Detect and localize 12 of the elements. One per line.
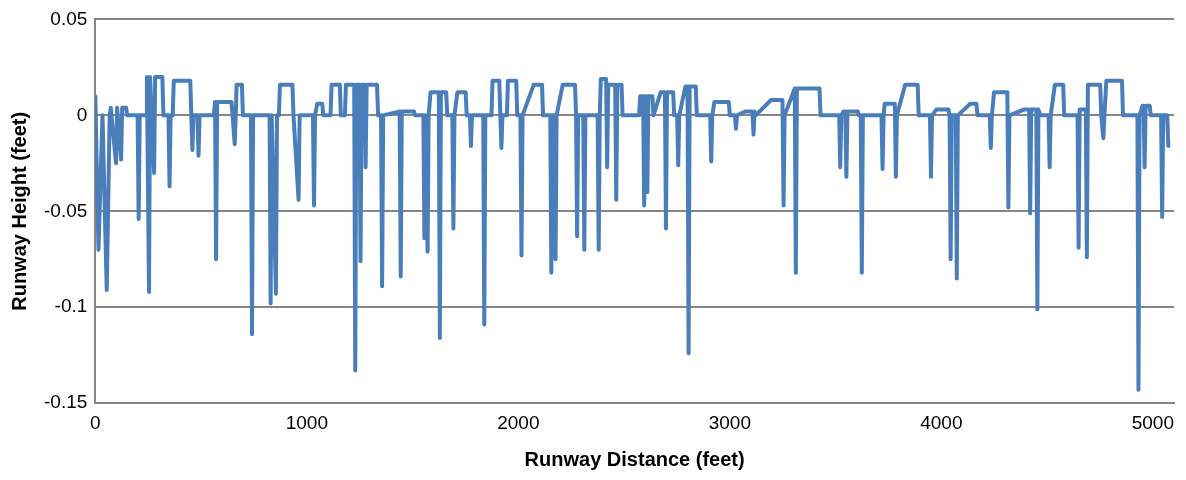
y-tick-label: 0.05 [50,7,88,29]
y-tick-label: -0.15 [43,391,88,413]
x-axis-title: Runway Distance (feet) [524,447,745,470]
x-tick-label: 5000 [1131,411,1174,433]
x-tick-label: 3000 [708,411,751,433]
x-tick-label: 2000 [497,411,540,433]
y-tick-label: -0.05 [43,199,88,221]
x-tick-label: 4000 [920,411,963,433]
y-tick-label: 0 [76,103,88,125]
y-axis-title: Runway Height (feet) [7,111,30,311]
x-tick-label: 1000 [285,411,328,433]
y-tick-label: -0.1 [54,295,88,317]
